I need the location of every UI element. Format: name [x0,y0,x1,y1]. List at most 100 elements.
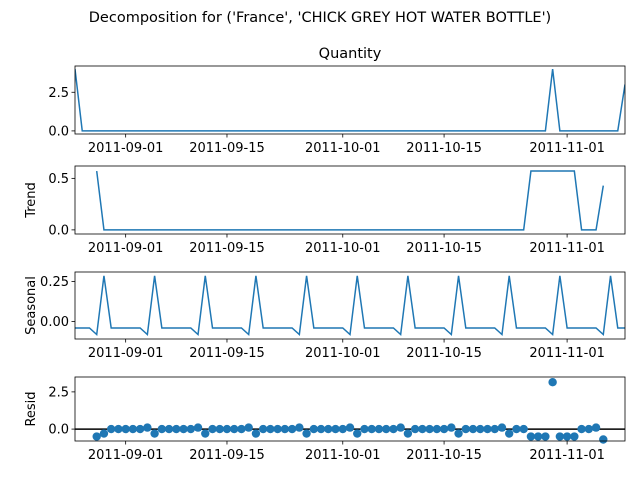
x-tick-label: 2011-10-01 [305,346,381,361]
data-point [230,424,239,434]
data-point [403,429,413,438]
series-line [95,170,605,231]
x-tick-label: 2011-10-15 [406,448,482,463]
series-line [75,69,625,132]
data-point [302,429,311,438]
data-point [439,424,449,434]
data-point [316,424,326,434]
data-point [519,424,528,434]
data-point [157,424,167,434]
axes-frame [74,165,626,235]
data-point [186,424,195,434]
x-tick-label: 2011-09-01 [88,241,164,256]
data-point [541,432,550,441]
axes-frame [74,376,626,442]
x-tick-label: 2011-11-01 [529,346,605,361]
data-point [447,423,456,432]
x-tick-label: 2011-10-01 [305,241,381,256]
data-point [490,424,499,434]
data-point [208,424,217,434]
data-point [512,424,521,434]
x-tick-label: 2011-11-01 [529,241,605,256]
x-tick-label: 2011-09-15 [189,448,265,463]
data-point [258,424,268,434]
data-point [389,424,398,434]
data-point [280,424,290,434]
data-point [193,423,203,432]
series-line [75,275,625,337]
data-point [172,424,181,434]
data-point [92,432,101,441]
data-point [570,432,579,441]
data-point [143,423,152,432]
panel-title: Quantity [319,46,382,62]
x-tick-label: 2011-10-01 [305,141,381,156]
panel-trend-1: 0.0 0.5 2011-09-01 2011-09-15 2011-10-01 2011… [24,165,626,256]
y-tick-label: 0.0 [48,124,69,139]
data-point [106,424,116,434]
data-point [381,424,391,434]
data-point [273,424,282,434]
data-point [591,423,601,432]
x-tick-label: 2011-09-01 [88,141,164,156]
data-point [215,424,224,434]
x-tick-label: 2011-11-01 [529,141,605,156]
axes-frame [74,271,626,340]
panel-seasonal-2: 0.00 0.25 2011-09-01 2011-09-15 2011-10-01 20… [24,271,626,361]
data-point [418,424,427,434]
data-point [476,424,485,434]
y-axis-label: Trend [24,182,39,219]
data-point [410,424,420,434]
y-axis-label: Seasonal [24,276,39,335]
data-point [201,429,210,438]
data-point [309,424,319,434]
data-point [497,423,507,432]
x-tick-label: 2011-10-15 [406,241,482,256]
y-tick-label: 2.5 [48,86,69,101]
data-point [128,424,138,434]
panel-resid-3: 0.0 2.5 2011-09-01 2011-09-15 2011-10-01 2011… [24,376,626,463]
data-point [396,423,405,432]
data-point [244,423,253,432]
data-point [432,424,442,434]
data-point [237,424,246,434]
panel-quantity-0: 0.0 2.5 2011-09-01 2011-09-15 2011-10-01 2011… [48,46,626,156]
y-tick-label: 2.5 [48,385,69,400]
data-point [266,424,275,434]
y-tick-label: 0.5 [48,172,69,187]
data-point [599,435,608,444]
data-point [287,424,297,434]
data-point [353,429,362,438]
data-point [577,424,586,434]
data-point [454,429,463,438]
y-tick-label: 0.0 [48,423,69,438]
x-tick-label: 2011-09-15 [189,141,265,156]
x-tick-label: 2011-10-15 [406,141,482,156]
y-tick-label: 0.25 [40,275,69,290]
data-point [533,432,543,441]
data-point [150,429,159,438]
x-tick-label: 2011-09-15 [189,346,265,361]
data-point [179,424,188,434]
data-point [468,424,478,434]
data-point [584,424,594,434]
y-tick-label: 0.00 [40,315,69,330]
data-point [114,424,123,434]
axes-frame [74,65,626,135]
data-point [135,424,145,434]
x-tick-label: 2011-10-01 [305,448,381,463]
data-point [121,424,130,434]
data-point [367,424,376,434]
x-tick-label: 2011-09-01 [88,346,164,361]
y-axis-label: Resid [24,391,39,426]
data-point [251,429,261,438]
data-point [360,424,369,434]
data-point [562,432,572,441]
data-point [345,423,355,432]
data-point [483,424,492,434]
x-tick-label: 2011-11-01 [529,448,605,463]
data-point [548,378,557,387]
data-point [99,429,109,438]
x-tick-label: 2011-09-15 [189,241,265,256]
